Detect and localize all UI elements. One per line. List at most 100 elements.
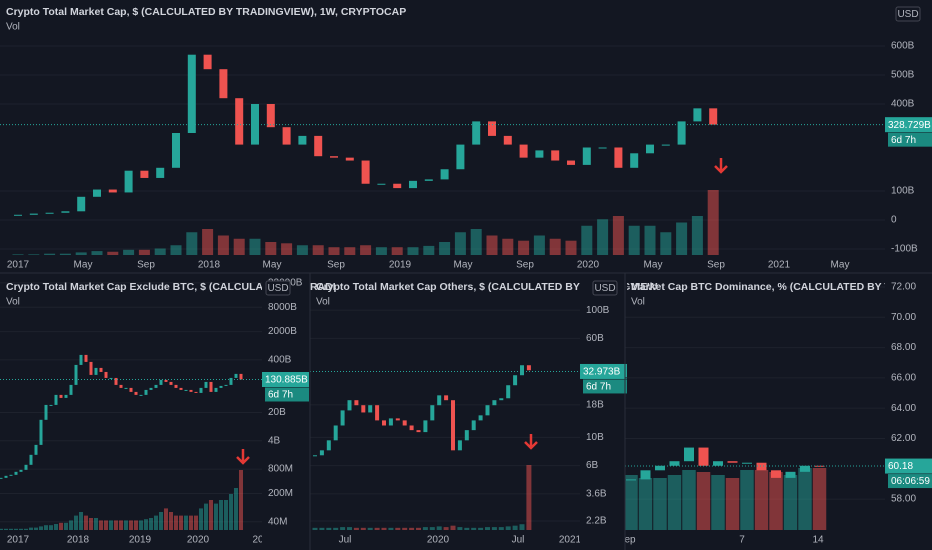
volume-bar	[199, 508, 203, 530]
x-tick-label: May	[831, 260, 850, 271]
volume-bar	[498, 527, 504, 530]
candle	[156, 167, 165, 178]
x-tick-label: 7	[739, 535, 745, 546]
candle	[84, 354, 88, 362]
candle	[368, 405, 373, 413]
volume-bar	[388, 527, 394, 530]
volume-bar	[296, 245, 308, 255]
volume-bar	[533, 235, 545, 255]
volume-bar	[59, 522, 63, 530]
candle	[451, 400, 455, 451]
candle	[513, 375, 518, 386]
x-tick-label: Jul	[339, 535, 352, 546]
candle	[388, 418, 393, 426]
candle	[598, 147, 607, 149]
y-tick-label: 60B	[586, 333, 604, 344]
volume-bar	[340, 527, 346, 530]
y-tick-label: 600B	[891, 41, 915, 52]
candle	[124, 170, 133, 193]
candle	[298, 135, 307, 145]
volume-bar	[134, 520, 138, 530]
indicator-label: Vol	[6, 22, 20, 33]
candle	[440, 169, 449, 180]
volume-bar	[204, 503, 208, 530]
countdown: 6d 7h	[268, 390, 293, 401]
candle	[282, 127, 291, 145]
candle	[45, 212, 54, 214]
price-label-box	[885, 117, 932, 133]
candle	[169, 381, 173, 385]
candle	[519, 144, 528, 158]
candle	[9, 474, 13, 476]
candle	[94, 367, 98, 375]
candle	[266, 103, 275, 128]
candle	[785, 471, 796, 478]
candle	[423, 420, 428, 433]
candle	[199, 387, 203, 393]
volume-bar	[696, 472, 711, 530]
volume-bar	[99, 520, 103, 530]
volume-bar	[169, 512, 173, 530]
candle	[219, 69, 228, 99]
axis-bg	[580, 275, 627, 550]
y-tick-label: 200M	[268, 488, 293, 499]
candle	[109, 377, 113, 379]
volume-bar	[154, 248, 166, 255]
volume-bar	[144, 519, 148, 530]
time-axis: ep 7 14	[625, 535, 824, 546]
candle	[382, 420, 386, 426]
volume-bar	[319, 527, 325, 530]
candle	[203, 54, 212, 70]
countdown: 6d 7h	[891, 135, 916, 146]
candle	[29, 213, 38, 215]
volume-bar	[69, 520, 73, 530]
volume-bar	[74, 515, 78, 530]
indicator-label: Vol	[6, 297, 20, 308]
candle	[189, 389, 193, 392]
volume-bar	[104, 520, 108, 530]
arrow	[524, 434, 538, 450]
volume-bar	[691, 216, 703, 255]
y-tick-label: 62.00	[891, 433, 916, 444]
volume-bar	[0, 528, 3, 530]
candle	[108, 189, 117, 193]
currency-badge[interactable]	[895, 6, 921, 22]
candle	[361, 405, 366, 413]
volume-bar	[628, 225, 640, 255]
candle	[526, 365, 531, 371]
volume-bar	[464, 527, 470, 530]
x-tick-label: 2021	[559, 535, 582, 546]
volume-bar	[64, 522, 68, 530]
candle	[416, 430, 421, 433]
volume-bar	[328, 247, 340, 255]
arrow	[714, 158, 728, 174]
pane-title: Crypto Total Market Cap, $ (CALCULATED B…	[6, 6, 406, 18]
volume-bar	[234, 488, 238, 530]
candle	[319, 450, 324, 456]
volume-bar	[638, 478, 653, 530]
candle	[409, 180, 417, 189]
currency-badge[interactable]	[265, 280, 291, 296]
volume-bar	[644, 225, 656, 255]
volume-bar	[436, 526, 442, 530]
candle	[69, 384, 73, 395]
arrow	[236, 449, 250, 465]
time-axis: Jul 2020 Jul 2021	[339, 535, 582, 546]
candle	[209, 381, 213, 392]
currency-badge[interactable]	[592, 280, 618, 296]
candle	[492, 400, 497, 406]
pane-title: Crypto Total Market Cap Others, $ (CALCU…	[316, 281, 657, 293]
candle	[314, 135, 323, 157]
volume-bar	[312, 245, 324, 255]
candle	[646, 144, 654, 154]
alert-arrows	[236, 158, 728, 465]
candle	[61, 211, 70, 213]
volume-bar	[214, 503, 218, 530]
price-label-box	[580, 363, 627, 379]
y-tick-label: 70.00	[891, 312, 916, 323]
volume-bar	[470, 229, 482, 255]
volume-bar	[769, 472, 783, 530]
candle	[499, 398, 504, 401]
